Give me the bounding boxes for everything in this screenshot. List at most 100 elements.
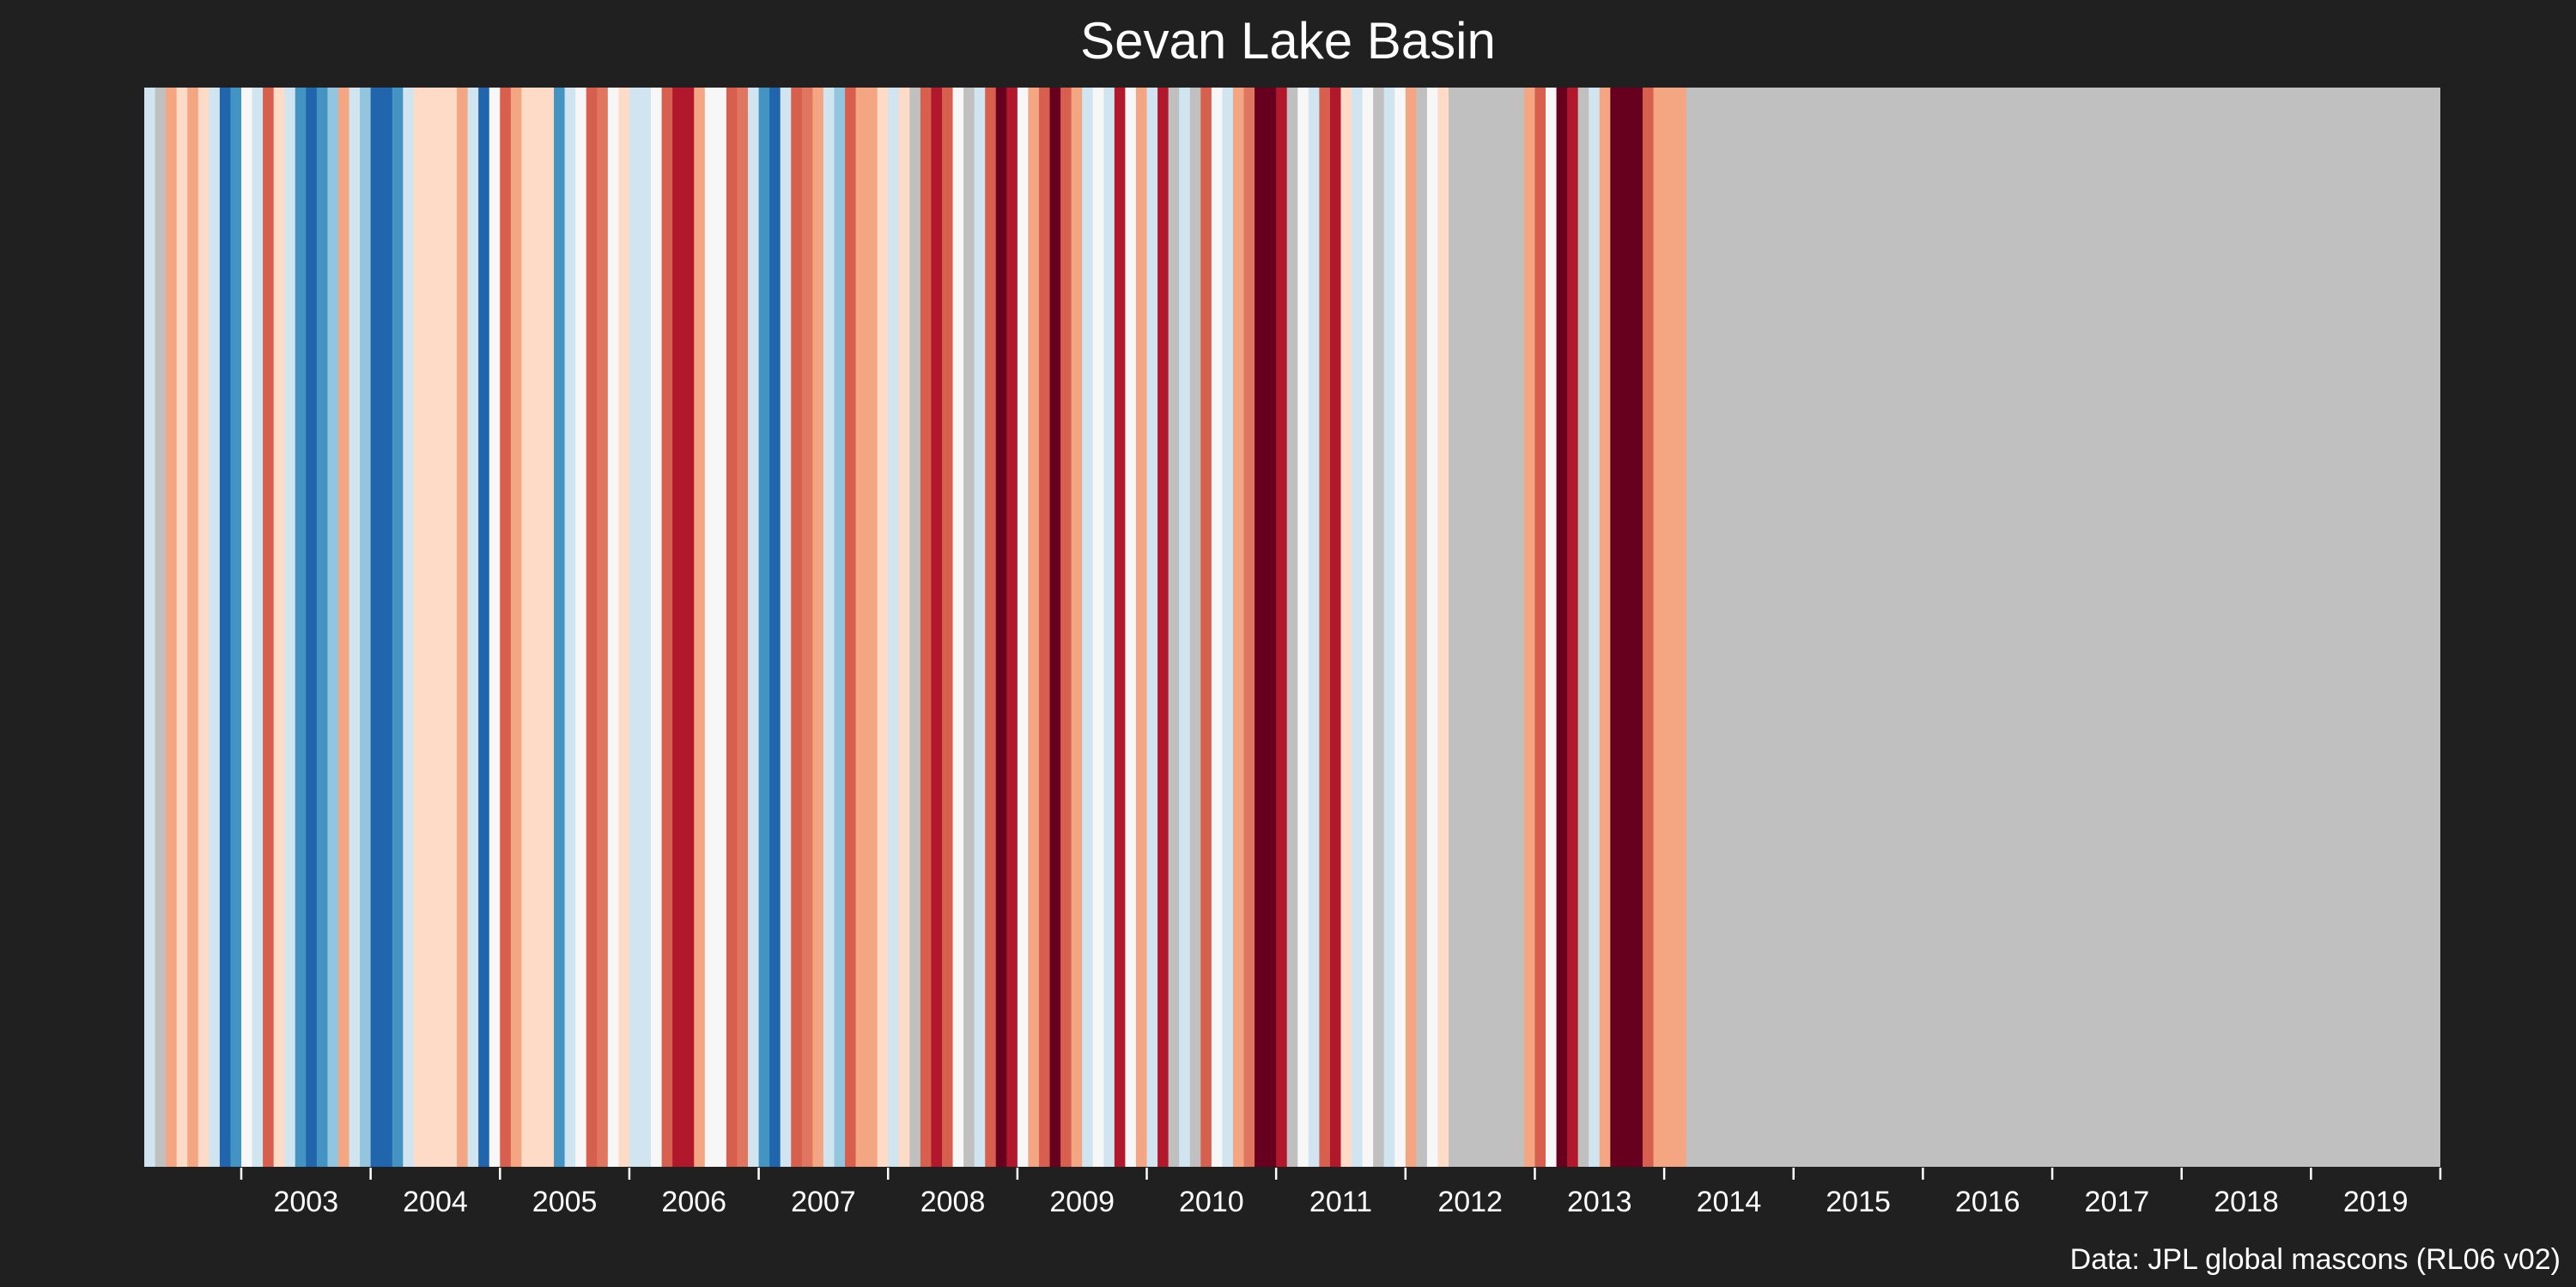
stripe xyxy=(1631,88,1643,1168)
stripe xyxy=(510,88,522,1168)
stripe xyxy=(1523,88,1536,1168)
stripe xyxy=(780,88,792,1168)
stripe xyxy=(1286,88,1298,1168)
stripe xyxy=(1146,88,1158,1168)
stripe xyxy=(327,88,339,1168)
stripe xyxy=(1114,88,1127,1168)
stripe xyxy=(952,88,964,1168)
stripe xyxy=(898,88,910,1168)
stripe xyxy=(1082,88,1094,1168)
stripe xyxy=(618,88,630,1168)
stripe xyxy=(500,88,512,1168)
stripe xyxy=(1470,88,1482,1168)
stripe xyxy=(909,88,921,1168)
stripe xyxy=(974,88,986,1168)
stripe xyxy=(413,88,425,1168)
stripe xyxy=(564,88,576,1168)
stripe xyxy=(834,88,846,1168)
stripe xyxy=(263,88,275,1168)
stripe xyxy=(1620,88,1633,1168)
stripe xyxy=(392,88,404,1168)
stripe xyxy=(920,88,933,1168)
stripe xyxy=(1276,88,1288,1168)
stripe xyxy=(694,88,706,1168)
stripe xyxy=(478,88,490,1168)
stripe xyxy=(1513,88,1525,1168)
stripe xyxy=(812,88,824,1168)
stripe xyxy=(1319,88,1331,1168)
x-tick-label: 2005 xyxy=(532,1186,598,1218)
stripe xyxy=(403,88,415,1168)
stripe xyxy=(1157,88,1170,1168)
stripe xyxy=(166,88,178,1168)
stripe xyxy=(1125,88,1137,1168)
stripe xyxy=(1664,88,1676,1168)
stripe xyxy=(1567,88,1579,1168)
stripe xyxy=(1480,88,1492,1168)
chart-title: Sevan Lake Basin xyxy=(1080,12,1496,70)
stripe xyxy=(748,88,760,1168)
stripe xyxy=(1577,88,1589,1168)
stripe xyxy=(1222,88,1234,1168)
stripe xyxy=(597,88,609,1168)
stripe xyxy=(543,88,555,1168)
stripe xyxy=(1168,88,1180,1168)
stripe xyxy=(1017,88,1030,1168)
stripe xyxy=(877,88,889,1168)
x-tick-label: 2008 xyxy=(920,1186,986,1218)
x-tick-label: 2015 xyxy=(1826,1186,1891,1218)
stripe xyxy=(1049,88,1061,1168)
x-tick-label: 2006 xyxy=(661,1186,726,1218)
stripe xyxy=(187,88,199,1168)
stripe xyxy=(726,88,738,1168)
stripe xyxy=(758,88,770,1168)
x-tick-label: 2007 xyxy=(791,1186,856,1218)
stripe xyxy=(1459,88,1471,1168)
stripe xyxy=(791,88,803,1168)
data-source-credit: Data: JPL global mascons (RL06 v02) xyxy=(2069,1243,2561,1276)
stripe xyxy=(489,88,501,1168)
stripe xyxy=(855,88,867,1168)
stripe xyxy=(1071,88,1083,1168)
stripe xyxy=(176,88,188,1168)
stripe xyxy=(306,88,318,1168)
stripe xyxy=(1232,88,1245,1168)
stripe xyxy=(316,88,329,1168)
stripe xyxy=(1189,88,1201,1168)
stripe xyxy=(1610,88,1622,1168)
stripe xyxy=(586,88,598,1168)
stripe xyxy=(209,88,221,1168)
stripe xyxy=(1546,88,1558,1168)
stripe xyxy=(381,88,393,1168)
stripe xyxy=(1255,88,1267,1168)
stripe xyxy=(446,88,458,1168)
x-tick-label: 2016 xyxy=(1955,1186,2020,1218)
stripe xyxy=(1534,88,1546,1168)
stripe xyxy=(1405,88,1417,1168)
stripe xyxy=(532,88,544,1168)
x-tick-label: 2019 xyxy=(2343,1186,2409,1218)
stripe xyxy=(1103,88,1115,1168)
x-tick-label: 2014 xyxy=(1697,1186,1762,1218)
stripe xyxy=(607,88,619,1168)
x-tick-label: 2013 xyxy=(1567,1186,1632,1218)
stripe xyxy=(1211,88,1223,1168)
stripe xyxy=(1449,88,1461,1168)
stripe xyxy=(931,88,943,1168)
stripe xyxy=(1416,88,1428,1168)
stripe xyxy=(1006,88,1018,1168)
stripe xyxy=(985,88,997,1168)
stripe xyxy=(295,88,307,1168)
stripe xyxy=(240,88,253,1168)
stripe xyxy=(467,88,479,1168)
stripe xyxy=(273,88,285,1168)
stripe xyxy=(144,88,156,1168)
stripe-layer xyxy=(144,88,2440,1168)
x-tick-label: 2003 xyxy=(273,1186,338,1218)
stripe xyxy=(1243,88,1255,1168)
stripe xyxy=(554,88,566,1168)
stripe xyxy=(1643,88,1655,1168)
stripe xyxy=(1340,88,1352,1168)
stripe xyxy=(1060,88,1072,1168)
